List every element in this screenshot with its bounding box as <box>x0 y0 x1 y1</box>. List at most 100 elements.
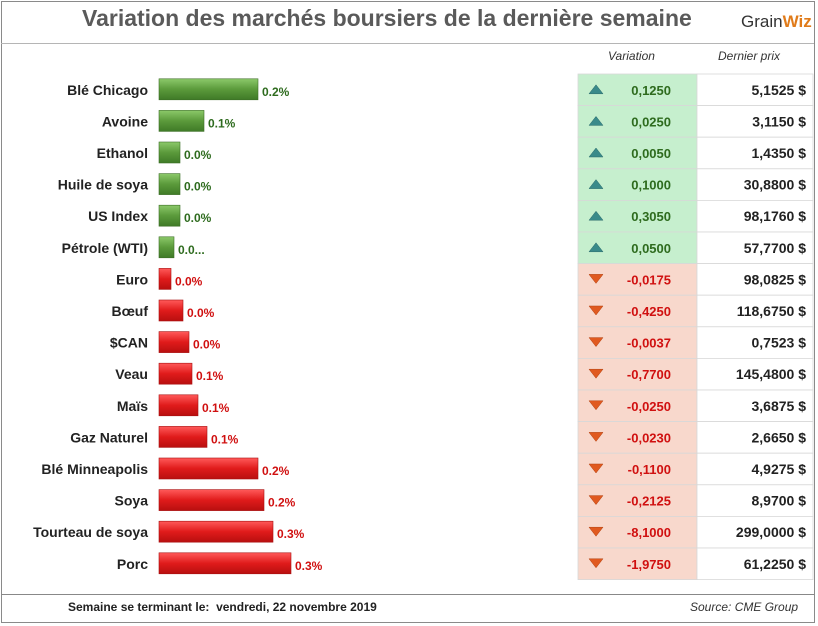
bar-value-label: 0.0% <box>184 148 212 162</box>
category-label: Ethanol <box>97 145 148 161</box>
source-text: Source: CME Group <box>690 600 799 614</box>
category-label: $CAN <box>110 335 148 351</box>
bar-value-label: 0.0% <box>193 338 221 352</box>
week-ending-label: Semaine se terminant le: <box>68 600 210 614</box>
bar-value-label: 0.0% <box>187 306 215 320</box>
chart-title: Variation des marchés boursiers de la de… <box>82 5 692 31</box>
up-arrow-icon <box>588 210 604 221</box>
variation-value: 0,1000 <box>631 178 671 193</box>
last-price-value: 57,7700 $ <box>744 240 806 256</box>
up-arrow-icon <box>588 147 604 158</box>
bar-value-label: 0.1% <box>196 369 224 383</box>
bar <box>158 331 190 353</box>
price-cell <box>696 484 814 517</box>
bar-value-label: 0.3% <box>295 559 323 573</box>
category-label: Huile de soya <box>58 177 148 193</box>
bar <box>158 426 208 448</box>
bar <box>158 236 175 259</box>
category-label: Gaz Naturel <box>70 429 148 445</box>
category-label: Blé Minneapolis <box>41 461 148 477</box>
week-ending-text: Semaine se terminant le: vendredi, 22 no… <box>68 600 377 614</box>
down-arrow-icon <box>588 274 604 284</box>
variation-value: -0,0250 <box>627 399 671 414</box>
down-arrow-icon <box>588 526 604 537</box>
category-label: Blé Chicago <box>67 82 148 98</box>
down-arrow-icon <box>588 463 604 474</box>
bar-value-label: 0.2% <box>262 85 290 99</box>
last-price-value: 1,4350 $ <box>752 145 807 161</box>
category-label: Maïs <box>117 398 148 414</box>
category-label: Tourteau de soya <box>33 524 148 540</box>
variation-value: -0,2125 <box>627 494 671 509</box>
footer-divider <box>1 594 814 595</box>
bar-value-label: 0.2% <box>262 464 290 478</box>
down-arrow-icon <box>588 432 604 442</box>
last-price-value: 98,0825 $ <box>744 271 806 287</box>
variation-value: -0,0230 <box>627 430 671 445</box>
bar <box>158 457 259 480</box>
bar-value-label: 0.0% <box>184 211 212 225</box>
bar-value-label: 0.0% <box>184 180 212 194</box>
last-price-value: 3,1150 $ <box>752 113 806 129</box>
price-cell <box>696 136 814 170</box>
last-price-value: 118,6750 $ <box>737 303 807 319</box>
category-label: Euro <box>116 271 148 287</box>
bar-value-label: 0.0... <box>178 243 205 257</box>
bar-value-label: 0.1% <box>211 432 239 446</box>
bar <box>158 173 181 195</box>
price-cell <box>696 105 814 138</box>
price-cell <box>696 452 814 486</box>
price-cell <box>696 516 814 549</box>
category-label: Porc <box>117 556 148 572</box>
last-price-value: 30,8800 $ <box>744 177 806 193</box>
bar <box>158 520 274 543</box>
variation-value: -0,4250 <box>627 304 671 319</box>
price-cell <box>696 421 814 454</box>
down-arrow-icon <box>588 305 604 316</box>
price-cell <box>696 231 814 265</box>
price-cell <box>696 263 814 296</box>
variation-value: -0,1100 <box>628 462 671 477</box>
variation-value: -8,1000 <box>627 525 671 540</box>
last-price-value: 299,0000 $ <box>736 524 806 540</box>
bar-value-label: 0.3% <box>277 527 305 541</box>
up-arrow-icon <box>588 179 604 189</box>
variation-value: -0,0175 <box>627 272 671 287</box>
bar <box>158 110 205 132</box>
last-price-value: 8,9700 $ <box>752 493 807 509</box>
price-cell <box>696 168 814 201</box>
category-label: Pétrole (WTI) <box>62 240 148 256</box>
down-arrow-icon <box>588 400 604 411</box>
variation-value: -0,0037 <box>627 336 671 351</box>
last-price-column-header: Dernier prix <box>718 49 781 63</box>
last-price-value: 98,1760 $ <box>744 208 806 224</box>
bar <box>158 141 181 164</box>
down-arrow-icon <box>588 495 604 506</box>
bar <box>158 552 292 575</box>
down-arrow-icon <box>588 337 604 348</box>
up-arrow-icon <box>588 84 604 95</box>
variation-value: 0,0500 <box>631 241 671 256</box>
variation-value: -1,9750 <box>627 557 671 572</box>
last-price-value: 145,4800 $ <box>736 366 806 382</box>
bar-value-label: 0.1% <box>208 116 236 130</box>
price-cell <box>696 547 814 581</box>
last-price-value: 0,7523 $ <box>752 335 807 351</box>
week-ending-date: vendredi, 22 novembre 2019 <box>216 600 377 614</box>
bar <box>158 204 181 227</box>
bar-value-label: 0.1% <box>202 401 230 415</box>
bar <box>158 489 265 511</box>
category-label: Bœuf <box>111 303 148 319</box>
down-arrow-icon <box>588 368 604 379</box>
last-price-value: 4,9275 $ <box>752 461 807 477</box>
category-label: Soya <box>115 493 149 509</box>
bar <box>158 394 199 417</box>
bar-value-label: 0.2% <box>268 496 296 510</box>
last-price-value: 2,6650 $ <box>752 429 807 445</box>
bar <box>158 299 184 322</box>
grainwiz-logo: GrainWiz <box>741 12 812 32</box>
price-cell <box>696 326 814 359</box>
last-price-value: 61,2250 $ <box>744 556 806 572</box>
category-label: Veau <box>115 366 148 382</box>
